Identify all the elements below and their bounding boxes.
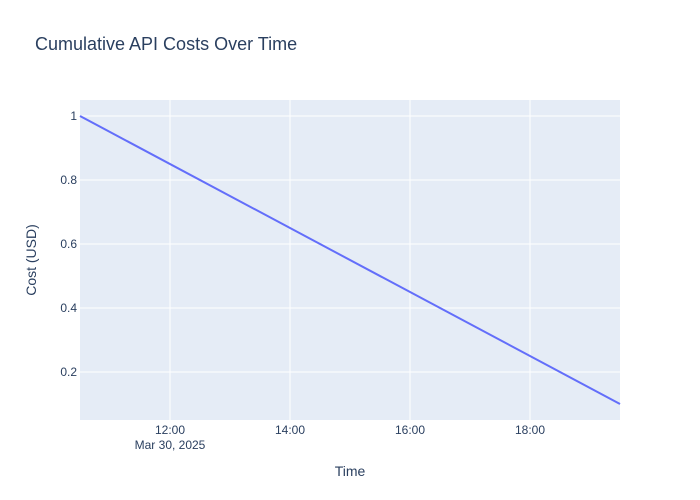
- x-tick-label: 12:00: [155, 423, 185, 437]
- y-tick-label: 1: [70, 109, 77, 123]
- y-axis-title: Cost (USD): [23, 224, 39, 296]
- y-axis-ticks: 0.2 0.4 0.6 0.8 1: [60, 109, 77, 379]
- y-tick-label: 0.8: [60, 173, 77, 187]
- chart-title: Cumulative API Costs Over Time: [35, 34, 297, 54]
- series-layer: [79, 115, 621, 405]
- series-line: [79, 115, 621, 405]
- y-tick-label: 0.4: [60, 301, 77, 315]
- y-tick-label: 0.2: [60, 365, 77, 379]
- y-tick-label: 0.6: [60, 237, 77, 251]
- x-axis-title: Time: [335, 463, 366, 479]
- x-tick-label: 14:00: [275, 423, 305, 437]
- gridlines: [80, 100, 620, 420]
- x-tick-label: 16:00: [395, 423, 425, 437]
- x-tick-sublabel: Mar 30, 2025: [135, 438, 206, 452]
- x-tick-label: 18:00: [515, 423, 545, 437]
